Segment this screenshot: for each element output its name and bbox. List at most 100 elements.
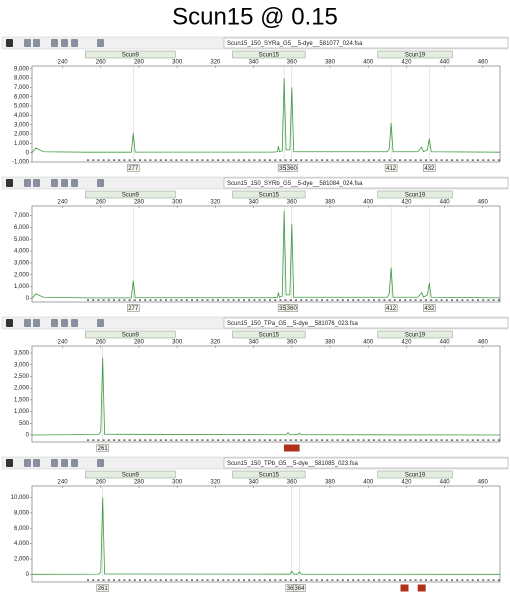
bin-dot bbox=[128, 159, 131, 161]
y-tick-label: 4,000 bbox=[14, 249, 30, 255]
bin-dot bbox=[321, 439, 323, 441]
bin-dot bbox=[347, 299, 349, 301]
x-tick-label: 380 bbox=[325, 200, 336, 206]
bin-dot bbox=[123, 299, 126, 301]
bin-dot bbox=[440, 579, 443, 581]
bin-dot bbox=[258, 299, 261, 301]
bin-dot bbox=[87, 159, 89, 161]
bin-dot bbox=[274, 159, 277, 161]
bin-dot bbox=[165, 579, 167, 581]
bin-dot bbox=[373, 579, 375, 581]
bin-dot bbox=[326, 579, 329, 581]
y-tick-label: 2,000 bbox=[14, 132, 30, 138]
marker-bin bbox=[232, 470, 306, 479]
bin-dot bbox=[451, 579, 453, 581]
bin-dot bbox=[367, 579, 370, 581]
x-tick-label: 360 bbox=[287, 60, 298, 66]
bin-dot bbox=[243, 579, 245, 581]
toolbar-icon bbox=[51, 319, 58, 327]
allele-label: 356 bbox=[279, 306, 290, 312]
bin-dot bbox=[201, 439, 204, 441]
bin-dot bbox=[414, 159, 417, 161]
bin-dot bbox=[409, 159, 412, 161]
x-tick-label: 240 bbox=[58, 60, 69, 66]
bin-dot bbox=[466, 299, 469, 301]
allele-label: 261 bbox=[98, 446, 109, 452]
bin-dot bbox=[305, 579, 308, 581]
bin-dot bbox=[383, 579, 386, 581]
x-tick-label: 360 bbox=[287, 480, 298, 486]
bin-dot bbox=[477, 299, 479, 301]
bin-dot bbox=[185, 579, 188, 581]
y-tick-label: 2,500 bbox=[14, 374, 30, 380]
x-tick-label: 420 bbox=[401, 200, 412, 206]
bin-dot bbox=[269, 579, 271, 581]
bin-dot bbox=[269, 439, 271, 441]
x-tick-label: 440 bbox=[440, 480, 451, 486]
bin-dot bbox=[497, 159, 500, 161]
marker-name: Scun19 bbox=[405, 52, 426, 58]
bin-dot bbox=[419, 439, 422, 441]
bin-dot bbox=[419, 159, 422, 161]
bin-dot bbox=[284, 159, 287, 161]
toolbar-icon bbox=[6, 319, 13, 327]
bin-dot bbox=[487, 579, 490, 581]
marker-name: Scun9 bbox=[122, 472, 140, 478]
bin-dot bbox=[456, 439, 459, 441]
bin-dot bbox=[279, 299, 282, 301]
bin-dot bbox=[196, 439, 199, 441]
marker-name: Scun19 bbox=[405, 332, 426, 338]
bin-dot bbox=[352, 299, 355, 301]
bin-dot bbox=[295, 579, 297, 581]
y-tick-label: -1,000 bbox=[12, 160, 30, 166]
bin-dot bbox=[217, 439, 219, 441]
bin-dot bbox=[300, 439, 303, 441]
bin-dot bbox=[383, 159, 386, 161]
bin-dot bbox=[357, 159, 360, 161]
x-tick-label: 340 bbox=[249, 60, 260, 66]
bin-dot bbox=[217, 579, 219, 581]
y-tick-label: 2,000 bbox=[14, 272, 30, 278]
bin-dot bbox=[97, 579, 100, 581]
y-tick-label: 9,000 bbox=[14, 66, 30, 72]
bin-dot bbox=[461, 299, 464, 301]
bin-dot bbox=[321, 579, 323, 581]
allele-box bbox=[285, 164, 299, 172]
marker-name: Scun15 bbox=[259, 332, 280, 338]
bin-dot bbox=[211, 299, 214, 301]
bin-dot bbox=[482, 439, 485, 441]
bin-dot bbox=[87, 579, 89, 581]
toolbar-icon bbox=[24, 39, 31, 47]
bin-dot bbox=[404, 439, 407, 441]
bin-dot bbox=[133, 299, 136, 301]
bin-dot bbox=[248, 299, 251, 301]
bin-dot bbox=[201, 299, 204, 301]
bin-dot bbox=[196, 579, 199, 581]
y-tick-label: 2,000 bbox=[14, 386, 30, 392]
bin-dot bbox=[243, 439, 245, 441]
bin-dot bbox=[310, 159, 313, 161]
bin-dot bbox=[315, 159, 318, 161]
bin-dot bbox=[295, 439, 297, 441]
bin-dot bbox=[388, 439, 391, 441]
x-tick-label: 440 bbox=[440, 60, 451, 66]
bin-dot bbox=[159, 579, 162, 581]
bin-dot bbox=[289, 439, 292, 441]
allele-box bbox=[384, 304, 398, 312]
allele-box bbox=[384, 164, 398, 172]
bin-dot bbox=[393, 439, 396, 441]
toolbar-icon bbox=[71, 319, 78, 327]
marker-name: Scun19 bbox=[405, 192, 426, 198]
bin-dot bbox=[341, 299, 344, 301]
allele-box bbox=[126, 164, 140, 172]
bin-dot bbox=[133, 579, 136, 581]
x-tick-label: 280 bbox=[134, 480, 145, 486]
bin-dot bbox=[487, 439, 490, 441]
bin-dot bbox=[154, 299, 157, 301]
bin-dot bbox=[107, 299, 110, 301]
x-tick-label: 340 bbox=[249, 200, 260, 206]
bin-dot bbox=[274, 439, 277, 441]
x-tick-label: 260 bbox=[96, 60, 107, 66]
marker-name: Scun9 bbox=[122, 332, 140, 338]
bin-dot bbox=[222, 439, 225, 441]
